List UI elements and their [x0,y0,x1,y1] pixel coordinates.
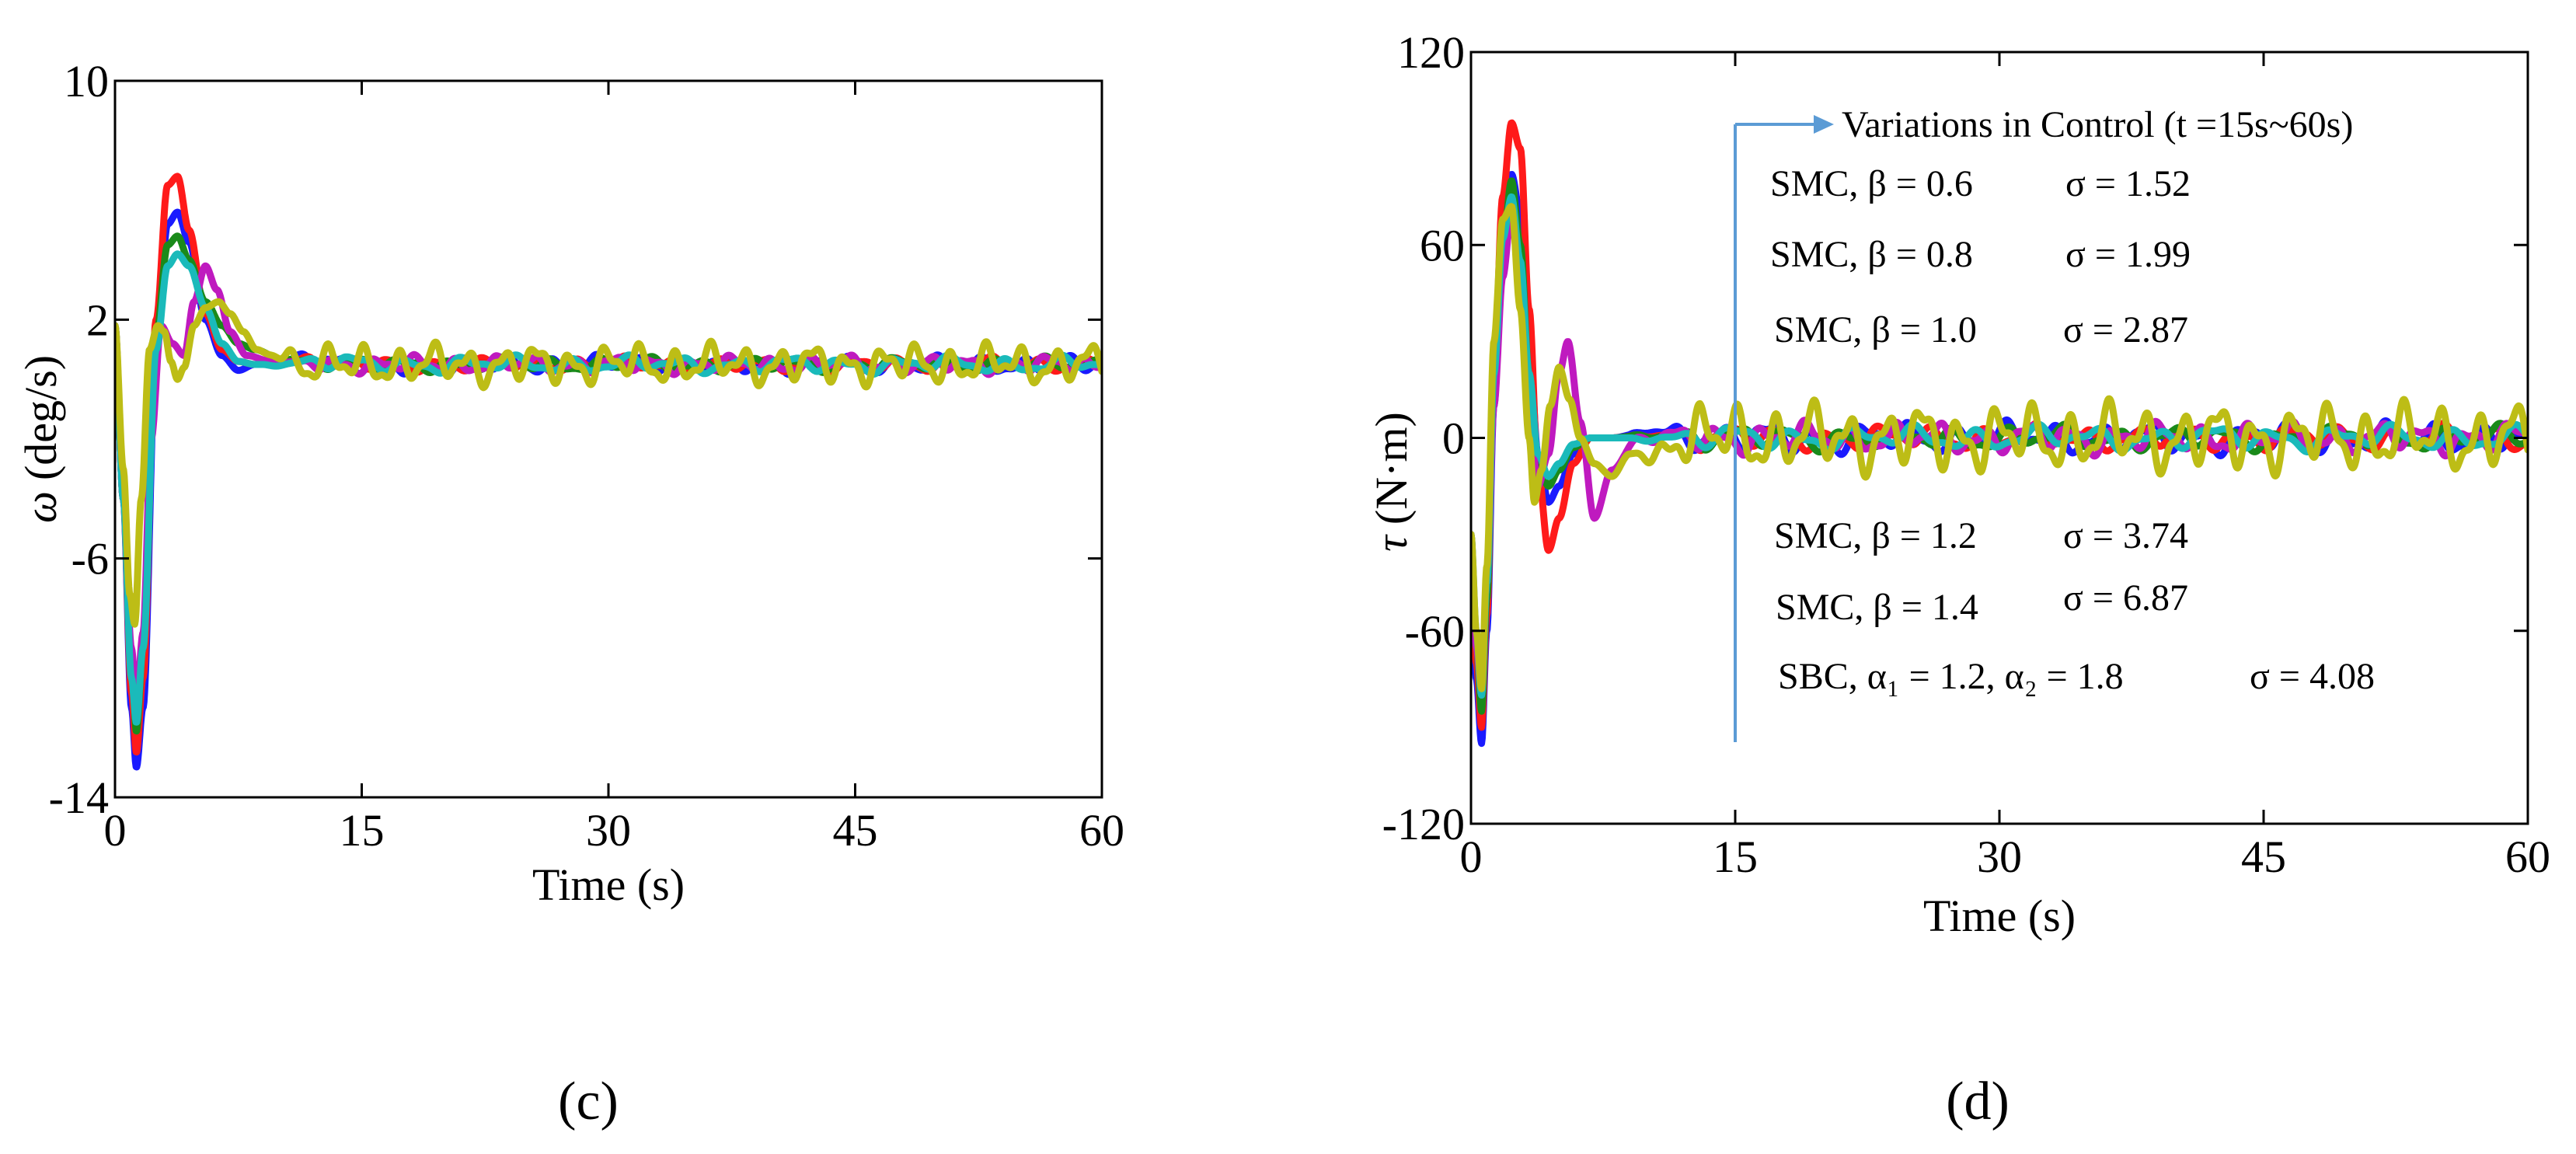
annotation-smc-0-8: SMC, β = 0.8 [1770,234,1973,275]
chart-d-xtick-label: 30 [1977,832,2022,882]
chart-d-ytick-label: 60 [1420,220,1465,270]
chart-d-series-group [1471,119,2528,748]
chart-c-ylabel-symbol: ω [16,491,66,523]
chart-d-xtick-label: 0 [1460,832,1483,882]
chart-c-xtick-label: 0 [104,805,127,856]
annotation-arrow-head [1814,115,1834,134]
chart-c-series-line-2 [115,173,1102,756]
chart-c-frame [113,79,1103,799]
chart-d-ytick-label: -60 [1405,606,1465,657]
chart-d-ytick-label: 0 [1442,413,1465,464]
chart-d-xtick-label: 60 [2505,832,2550,882]
chart-c-series-line-5 [115,250,1102,726]
chart-c-xlabel: Time (s) [532,859,685,910]
chart-c-series-group [115,173,1102,771]
chart-d-ytick-label: -120 [1382,799,1465,849]
chart-c-ytick-label: -6 [71,534,109,584]
chart-c-caption: (c) [558,1072,619,1131]
annotation-sigma-1-0: σ = 2.87 [2063,309,2188,350]
chart-d-ylabel: τ (N·m) [1366,412,1417,552]
chart-d-ylabel-symbol: τ [1366,534,1417,552]
chart-d-ticks: 0 15 30 45 60 -120 -60 0 60 120 [1382,27,2550,882]
chart-c-xtick-label: 45 [833,805,878,856]
chart-c-xtick-label: 60 [1079,805,1124,856]
chart-c: 0 15 30 45 60 -14 -6 2 10 Time (s) ω (deg/s) (c) [16,56,1124,1131]
annotation-smc-0-6: SMC, β = 0.6 [1770,163,1973,204]
chart-c-series-line-1 [115,208,1102,771]
annotation-sigma-1-4: σ = 6.87 [2063,577,2188,619]
chart-d: 0 15 30 45 60 -120 -60 0 60 120 Time (s) τ (N·m) (… [1366,27,2550,1131]
annotation-smc-1-4: SMC, β = 1.4 [1776,587,1978,628]
chart-d-xlabel: Time (s) [1923,891,2076,941]
annotation-arrow-label: Variations in Control (t =15s~60s) [1842,104,2353,145]
annotation-smc-1-0: SMC, β = 1.0 [1774,309,1977,350]
annotation-sigma-1-2: σ = 3.74 [2063,515,2188,556]
chart-c-ytick-label: 10 [64,56,109,106]
annotation-smc-1-2: SMC, β = 1.2 [1774,515,1977,556]
chart-c-series-line-3 [115,232,1102,735]
chart-c-xtick-label: 30 [586,805,631,856]
chart-d-xtick-label: 45 [2241,832,2286,882]
annotation-sigma-0-8: σ = 1.99 [2065,234,2191,275]
chart-c-series-line-4 [115,262,1102,705]
chart-d-series-line-6 [1471,203,2528,692]
chart-c-series-line-6 [115,298,1102,628]
annotation-sigma-sbc: σ = 4.08 [2250,656,2375,697]
chart-c-ticks: 0 15 30 45 60 -14 -6 2 10 [49,56,1124,856]
chart-d-caption: (d) [1946,1072,2010,1131]
chart-c-ylabel: ω (deg/s) [16,355,66,523]
annotation-sbc: SBC, α₁ = 1.2, α₂ = 1.8 [1778,656,2124,697]
chart-d-ytick-label: 120 [1397,27,1465,78]
chart-d-annotations: Variations in Control (t =15s~60s) SMC, … [1734,104,2375,742]
chart-c-ylabel-unit: (deg/s) [16,355,66,480]
chart-d-ylabel-unit: (N·m) [1366,412,1417,525]
chart-c-ytick-label: -14 [49,772,109,823]
chart-c-xtick-label: 15 [340,805,385,856]
annotation-sigma-0-6: σ = 1.52 [2065,163,2191,204]
chart-d-xtick-label: 15 [1713,832,1758,882]
chart-d-series-line-5 [1471,193,2528,699]
chart-c-ytick-label: 2 [86,295,109,345]
